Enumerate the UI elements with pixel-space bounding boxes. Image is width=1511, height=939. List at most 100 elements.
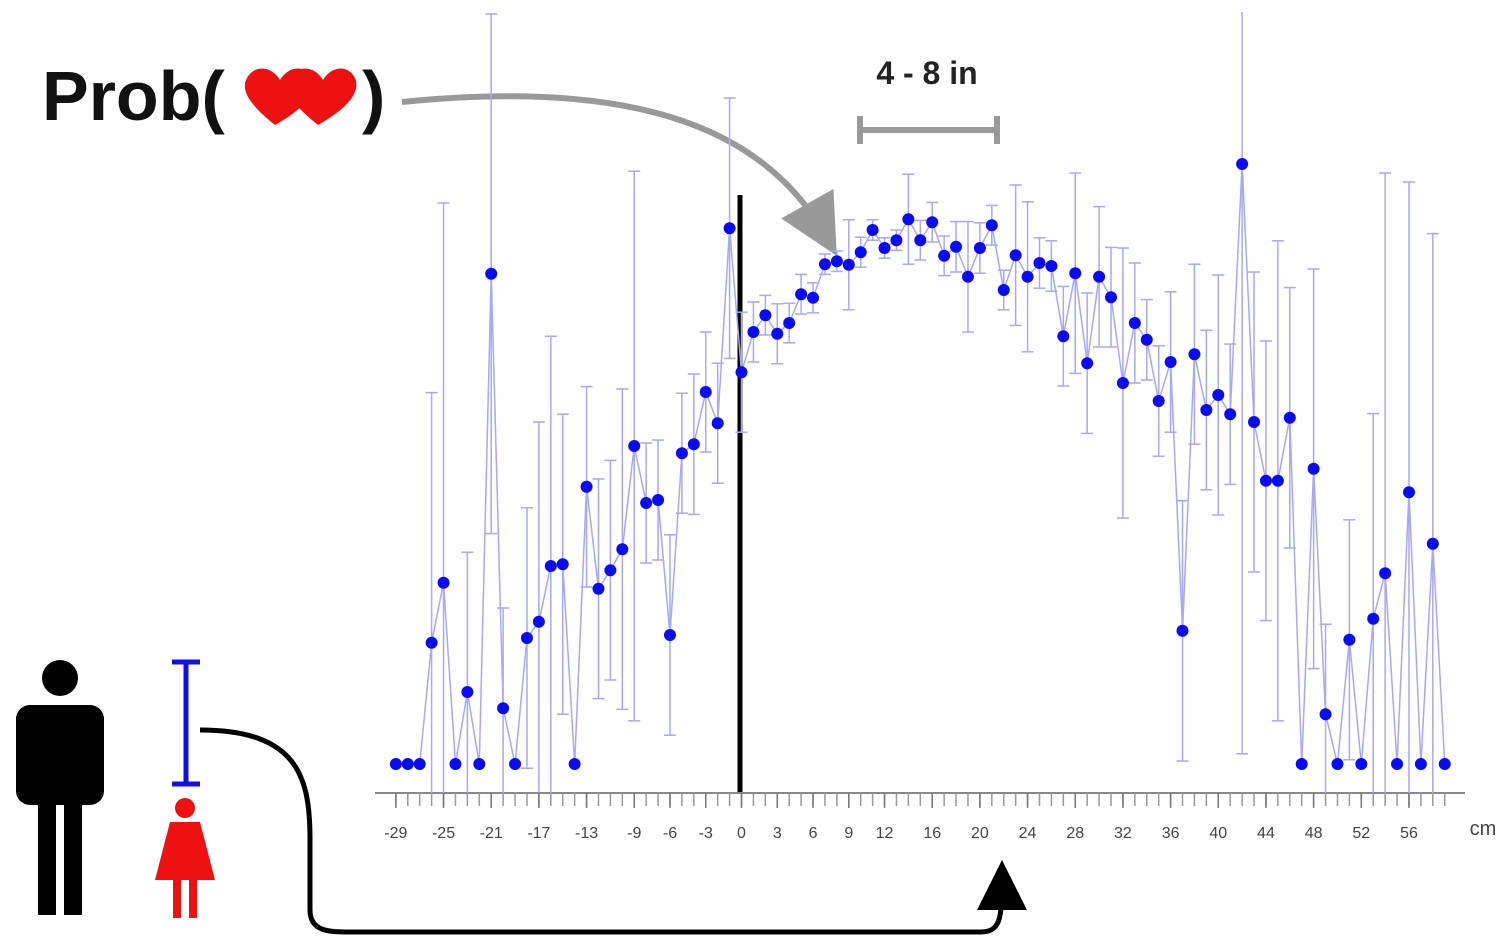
data-point	[1164, 356, 1177, 368]
data-point	[640, 497, 653, 509]
data-point	[878, 242, 891, 254]
x-tick-label: -13	[575, 825, 598, 842]
data-point	[437, 576, 450, 589]
data-point	[747, 326, 760, 338]
data-point	[997, 284, 1010, 296]
data-point	[1402, 486, 1415, 499]
data-point	[473, 758, 486, 770]
data-point	[818, 258, 831, 271]
x-tick-label: 6	[809, 825, 818, 842]
data-point	[938, 249, 951, 262]
data-point	[1426, 537, 1439, 550]
x-tick-label: 3	[773, 825, 782, 842]
data-point	[1176, 624, 1189, 637]
data-point	[652, 494, 665, 506]
data-point	[961, 270, 974, 283]
data-point	[807, 291, 820, 304]
x-tick-label: -21	[480, 825, 503, 842]
data-point	[1045, 260, 1058, 272]
data-point	[985, 219, 998, 232]
data-point	[1391, 758, 1404, 770]
bracket-label: 4 - 8 in	[876, 55, 977, 91]
data-point	[544, 560, 557, 572]
data-point	[401, 758, 414, 770]
data-point	[413, 758, 426, 770]
data-point	[723, 222, 736, 235]
data-point	[1069, 267, 1082, 280]
x-tick-label: -9	[627, 825, 641, 842]
x-tick-label: -25	[432, 825, 455, 842]
data-point	[1140, 333, 1153, 346]
data-point	[1093, 270, 1106, 283]
data-point	[783, 317, 796, 329]
bracket	[857, 116, 1000, 144]
data-point	[389, 758, 402, 770]
x-tick-label: -17	[527, 825, 550, 842]
x-tick-label: -3	[699, 825, 713, 842]
data-point	[1259, 474, 1272, 487]
data-point	[854, 246, 867, 259]
data-point	[497, 702, 510, 715]
data-point	[532, 615, 545, 628]
data-point	[1021, 270, 1034, 283]
data-point	[1128, 317, 1141, 329]
x-tick-label: 0	[737, 825, 746, 842]
data-point	[1331, 758, 1344, 770]
data-point	[1224, 408, 1237, 421]
x-tick-label: -29	[384, 825, 407, 842]
data-point	[1188, 348, 1201, 361]
x-tick-label: 16	[923, 825, 941, 842]
data-point	[1200, 404, 1213, 416]
data-point	[1271, 474, 1284, 487]
data-point	[699, 386, 712, 398]
data-point	[842, 258, 855, 271]
x-tick-label: 20	[971, 825, 989, 842]
data-point	[1379, 567, 1392, 580]
data-point	[771, 327, 784, 340]
data-point	[1009, 249, 1022, 262]
x-tick-label: 40	[1209, 825, 1227, 842]
data-point	[1033, 257, 1046, 269]
arrow	[199, 727, 1027, 935]
data-point	[628, 440, 641, 452]
data-point	[604, 564, 617, 577]
data-point	[890, 234, 903, 247]
data-point	[926, 216, 939, 229]
data-point	[556, 558, 569, 571]
data-point	[1319, 708, 1332, 721]
data-point	[461, 686, 474, 698]
data-point	[759, 309, 772, 322]
woman-icon	[155, 798, 215, 918]
hearts	[244, 68, 357, 125]
data-point	[1057, 330, 1070, 343]
data-point	[1343, 633, 1356, 646]
data-point	[675, 447, 688, 460]
data-point	[1236, 158, 1249, 170]
man-icon	[16, 660, 104, 915]
plot-area	[389, 12, 1451, 793]
x-tick-label: 36	[1162, 825, 1180, 842]
title-left: Prob(	[42, 57, 225, 135]
x-tick-label: 9	[844, 825, 853, 842]
x-tick-label: 28	[1066, 825, 1084, 842]
data-point	[973, 242, 986, 254]
data-point	[1367, 612, 1380, 625]
x-tick-label: 32	[1114, 825, 1132, 842]
data-point	[1212, 389, 1225, 401]
data-point	[735, 366, 748, 379]
error-bar	[1379, 172, 1392, 793]
data-point	[1116, 377, 1129, 389]
data-point	[663, 629, 676, 641]
data-point	[830, 255, 843, 268]
x-axis-label: cm	[1470, 818, 1497, 840]
data-point	[1081, 357, 1094, 370]
data-point	[425, 636, 438, 649]
data-point	[914, 234, 927, 247]
data-point	[616, 543, 629, 556]
data-point	[687, 438, 700, 451]
arrow	[401, 93, 837, 256]
data-point	[1414, 758, 1427, 770]
data-point	[568, 758, 581, 770]
x-tick-label: 48	[1305, 825, 1323, 842]
